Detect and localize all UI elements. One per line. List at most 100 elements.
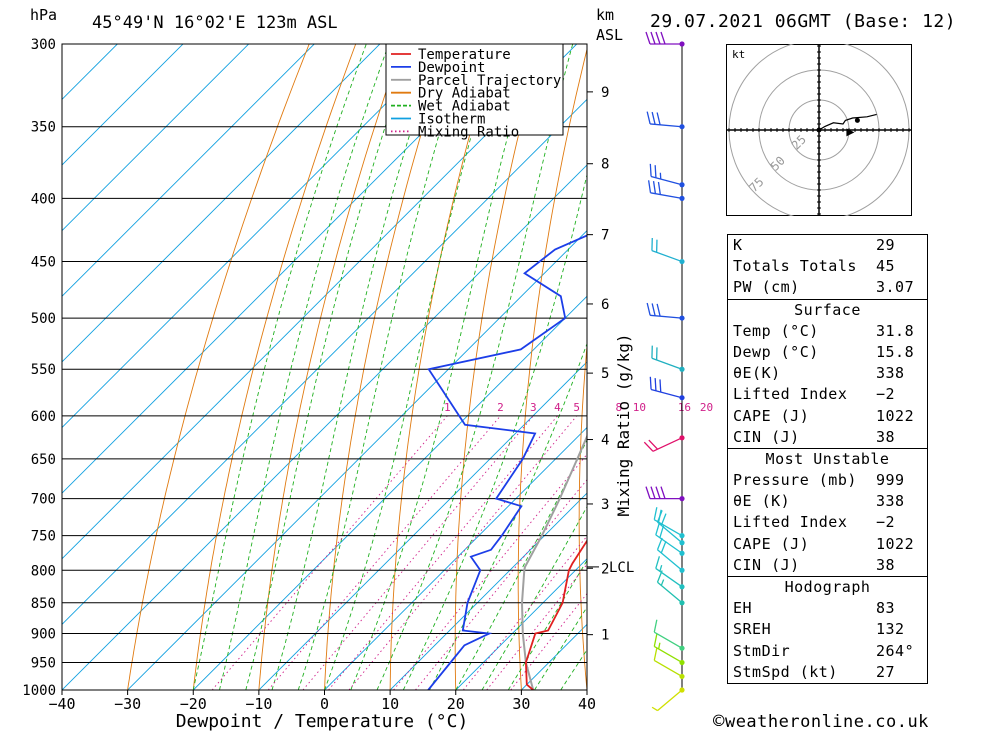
legend-label: Wet Adiabat	[418, 99, 511, 115]
wind-barb-dot	[679, 550, 685, 556]
legend-label: Mixing Ratio	[418, 124, 519, 140]
wind-barb-dot	[679, 584, 685, 590]
mu-value: 38	[876, 555, 896, 574]
km-tick-label: 1	[601, 628, 609, 644]
wind-barb	[649, 376, 685, 401]
wind-barb-feather	[646, 111, 651, 125]
wind-barb-staff	[651, 249, 683, 263]
surface-row: CAPE (J) 1022	[728, 406, 927, 427]
hodo-row: StmDir 264°	[728, 641, 927, 662]
wind-barb-dot	[679, 567, 685, 573]
km-tick-label: 5	[601, 366, 609, 382]
mu-row: Pressure (mb) 999	[728, 470, 927, 491]
surface-value: 1022	[876, 406, 915, 425]
wind-barb-feather	[660, 540, 667, 554]
wind-barb	[653, 619, 685, 651]
surface-value: 31.8	[876, 321, 915, 340]
mixing-ratio-line	[348, 415, 578, 690]
pressure-tick-label: 550	[31, 362, 56, 378]
wind-barb-staff	[657, 549, 683, 571]
surface-value: 15.8	[876, 342, 915, 361]
index-row-k: K 29	[728, 235, 927, 256]
datetime-title: 29.07.2021 06GMT (Base: 12)	[650, 11, 957, 32]
legend-label: Dewpoint	[418, 60, 485, 76]
hodo-label: StmDir	[733, 641, 791, 660]
wet-adiabat-line	[245, 44, 414, 690]
mu-label: θE (K)	[733, 492, 791, 511]
wind-barb	[649, 163, 685, 188]
surface-label: Dewp (°C)	[733, 342, 819, 361]
wind-barb-feather	[656, 537, 663, 550]
isotherm-line	[62, 44, 119, 101]
isotherm-line	[62, 44, 315, 297]
surface-row: Temp (°C) 31.8	[728, 321, 927, 342]
index-value: 3.07	[876, 278, 915, 297]
mu-value: 338	[876, 492, 905, 511]
wet-adiabat-line	[297, 44, 467, 690]
mu-label: CAPE (J)	[733, 534, 810, 553]
wind-barb-feather	[653, 619, 658, 633]
wind-barb-feather	[659, 525, 665, 538]
wind-barb-half-feather	[660, 579, 665, 586]
hodo-label: SREH	[733, 620, 772, 639]
hodo-value: 132	[876, 620, 905, 639]
x-tick-label: −40	[48, 695, 75, 713]
x-axis-title: Dewpoint / Temperature (°C)	[176, 711, 469, 732]
hodograph-trace	[816, 113, 877, 137]
wet-adiabat-line	[429, 342, 587, 690]
site-link[interactable]: weatheronline.co.uk	[724, 712, 929, 732]
mixing-ratio-line	[393, 453, 587, 690]
wind-barb-feather	[655, 522, 661, 536]
wind-barb-dot	[679, 195, 685, 201]
hodograph-origin-dot	[816, 127, 822, 133]
wind-barb-feather	[655, 556, 661, 569]
wind-barb	[656, 537, 685, 573]
wind-barb-staff	[657, 581, 683, 604]
wind-barb-staff	[651, 357, 683, 370]
wind-barb-staff	[657, 689, 683, 712]
skewt-diagram: 12345810162025 3003504004505005506006507…	[22, 0, 713, 732]
wind-barbs	[643, 31, 685, 712]
wind-barb-feather	[651, 111, 656, 125]
index-label: K	[733, 236, 743, 254]
surface-title: Surface	[794, 300, 861, 319]
wind-barb-half-feather	[659, 565, 663, 572]
wind-barb-dot	[679, 496, 685, 502]
wind-barb-feather	[652, 181, 657, 194]
index-label: PW (cm)	[733, 278, 800, 297]
wind-barb	[645, 486, 685, 502]
pressure-tick-label: 900	[31, 626, 56, 642]
wind-barb-dot	[679, 315, 685, 321]
mixing-ratio-label: 2	[497, 401, 504, 414]
hodo-label: EH	[733, 599, 753, 618]
wind-barb-dot	[679, 41, 685, 47]
km-tick-label: 4	[601, 433, 609, 449]
mixing-ratio-axis-title: Mixing Ratio (g/kg)	[614, 333, 633, 516]
wind-barb-dot	[679, 540, 685, 546]
hodo-value: 27	[876, 662, 896, 681]
surface-value: −2	[876, 385, 896, 404]
km-tick-label: 9	[601, 85, 609, 101]
wind-barb-staff	[653, 645, 683, 664]
wind-barb	[653, 633, 685, 666]
pressure-tick-label: 450	[31, 255, 56, 271]
wind-barb-feather	[649, 163, 652, 177]
wet-adiabat-line	[560, 649, 587, 690]
wind-barb-feather	[645, 486, 651, 499]
wind-barb	[646, 111, 685, 130]
mu-label: Lifted Index	[733, 513, 848, 532]
wind-barb-staff	[657, 521, 683, 544]
hodograph-point	[854, 117, 860, 123]
mixing-ratio-label: 4	[554, 401, 561, 414]
mixing-ratio-label: 20	[700, 401, 713, 414]
wind-barb-dot	[679, 182, 685, 188]
mixing-ratio-line	[211, 415, 448, 690]
mixing-ratio-line	[267, 415, 501, 690]
isotherm-line	[62, 98, 587, 626]
hodo-value: 83	[876, 599, 896, 618]
dry-adiabat-line	[638, 0, 703, 716]
copyright-icon: ©	[713, 710, 725, 732]
wind-barb-feather	[653, 633, 658, 647]
